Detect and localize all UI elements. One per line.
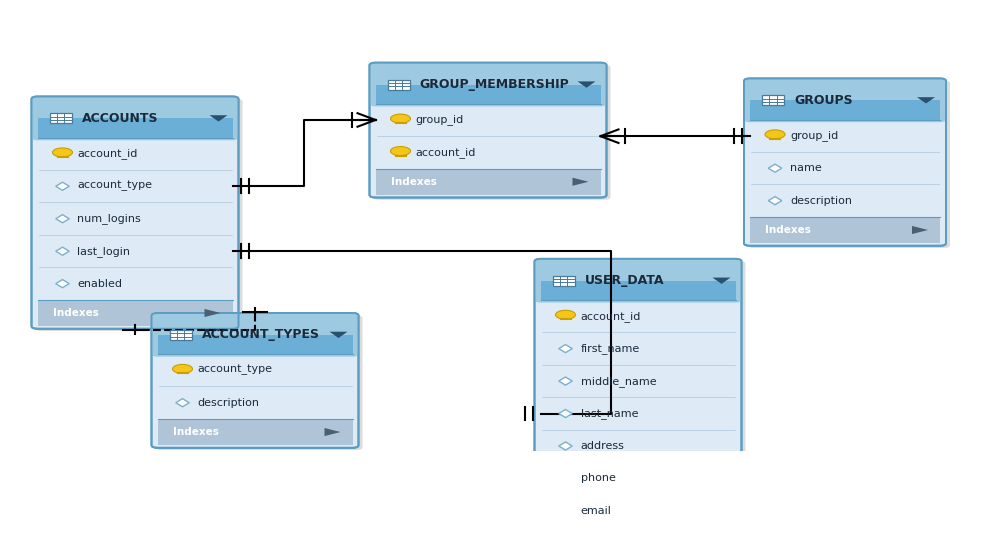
Text: account_id: account_id xyxy=(416,147,476,158)
Text: Indexes: Indexes xyxy=(556,535,601,538)
Bar xyxy=(38,300,232,326)
Polygon shape xyxy=(559,507,572,515)
Text: GROUP_MEMBERSHIP: GROUP_MEMBERSHIP xyxy=(420,78,569,91)
Text: account_type: account_type xyxy=(78,181,152,192)
FancyBboxPatch shape xyxy=(36,99,243,331)
Text: description: description xyxy=(198,398,260,408)
FancyBboxPatch shape xyxy=(152,313,359,357)
FancyBboxPatch shape xyxy=(534,259,742,538)
FancyBboxPatch shape xyxy=(534,259,742,302)
Circle shape xyxy=(390,114,411,123)
Polygon shape xyxy=(56,247,69,255)
Text: num_logins: num_logins xyxy=(78,213,141,224)
Bar xyxy=(762,95,784,105)
Text: enabled: enabled xyxy=(78,279,122,289)
FancyBboxPatch shape xyxy=(374,65,610,200)
Polygon shape xyxy=(559,442,572,450)
Polygon shape xyxy=(205,309,221,317)
FancyBboxPatch shape xyxy=(156,315,363,450)
Polygon shape xyxy=(768,164,782,172)
Circle shape xyxy=(173,364,193,373)
Text: ACCOUNTS: ACCOUNTS xyxy=(82,112,158,125)
Polygon shape xyxy=(559,377,572,385)
Bar xyxy=(376,66,600,84)
Bar xyxy=(750,101,940,119)
Text: first_name: first_name xyxy=(580,343,640,354)
Text: account_id: account_id xyxy=(580,310,641,322)
FancyBboxPatch shape xyxy=(370,63,606,197)
Polygon shape xyxy=(572,178,588,186)
Text: GROUPS: GROUPS xyxy=(794,94,853,107)
Text: email: email xyxy=(580,506,611,516)
FancyBboxPatch shape xyxy=(152,313,359,448)
FancyBboxPatch shape xyxy=(32,96,239,329)
Text: account_id: account_id xyxy=(78,148,138,159)
Text: Indexes: Indexes xyxy=(173,427,218,437)
Text: Indexes: Indexes xyxy=(53,308,98,318)
Text: address: address xyxy=(580,441,624,451)
Polygon shape xyxy=(712,278,730,284)
Bar xyxy=(158,419,352,445)
Bar xyxy=(38,118,232,138)
Polygon shape xyxy=(324,428,340,436)
Text: middle_name: middle_name xyxy=(580,376,656,386)
Text: phone: phone xyxy=(580,473,615,484)
Polygon shape xyxy=(917,97,935,103)
Bar xyxy=(158,335,352,354)
Bar xyxy=(38,99,232,118)
Text: account_type: account_type xyxy=(198,365,272,376)
Polygon shape xyxy=(768,196,782,205)
FancyBboxPatch shape xyxy=(744,79,946,122)
Polygon shape xyxy=(56,215,69,223)
Polygon shape xyxy=(559,344,572,353)
Polygon shape xyxy=(708,536,724,538)
FancyBboxPatch shape xyxy=(370,63,606,107)
Polygon shape xyxy=(912,226,928,234)
Circle shape xyxy=(52,148,72,157)
Polygon shape xyxy=(330,332,348,338)
Text: last_name: last_name xyxy=(580,408,638,419)
Bar xyxy=(552,276,574,286)
Polygon shape xyxy=(559,475,572,483)
Circle shape xyxy=(765,130,785,139)
FancyBboxPatch shape xyxy=(744,79,946,246)
Bar xyxy=(540,527,736,538)
Bar xyxy=(750,217,940,243)
Text: description: description xyxy=(790,196,852,206)
FancyBboxPatch shape xyxy=(748,81,950,248)
Polygon shape xyxy=(56,280,69,288)
Text: last_login: last_login xyxy=(78,246,130,257)
Text: Indexes: Indexes xyxy=(765,225,811,235)
Bar xyxy=(170,330,192,340)
FancyBboxPatch shape xyxy=(538,261,746,538)
Bar xyxy=(158,316,352,335)
Bar xyxy=(540,261,736,281)
Text: group_id: group_id xyxy=(416,115,464,125)
Bar xyxy=(388,80,410,89)
Text: group_id: group_id xyxy=(790,130,838,141)
Polygon shape xyxy=(56,182,69,190)
Circle shape xyxy=(556,310,576,319)
Polygon shape xyxy=(559,409,572,417)
Bar xyxy=(50,114,72,123)
Circle shape xyxy=(390,146,411,155)
Polygon shape xyxy=(578,81,596,88)
Polygon shape xyxy=(176,399,189,407)
Polygon shape xyxy=(210,115,228,122)
Bar xyxy=(376,84,600,104)
Bar xyxy=(376,169,600,195)
Text: USER_DATA: USER_DATA xyxy=(584,274,664,287)
Bar xyxy=(540,281,736,300)
FancyBboxPatch shape xyxy=(32,96,239,140)
Text: ACCOUNT_TYPES: ACCOUNT_TYPES xyxy=(202,328,320,341)
Bar xyxy=(750,81,940,101)
Text: name: name xyxy=(790,163,822,173)
Text: Indexes: Indexes xyxy=(390,177,436,187)
